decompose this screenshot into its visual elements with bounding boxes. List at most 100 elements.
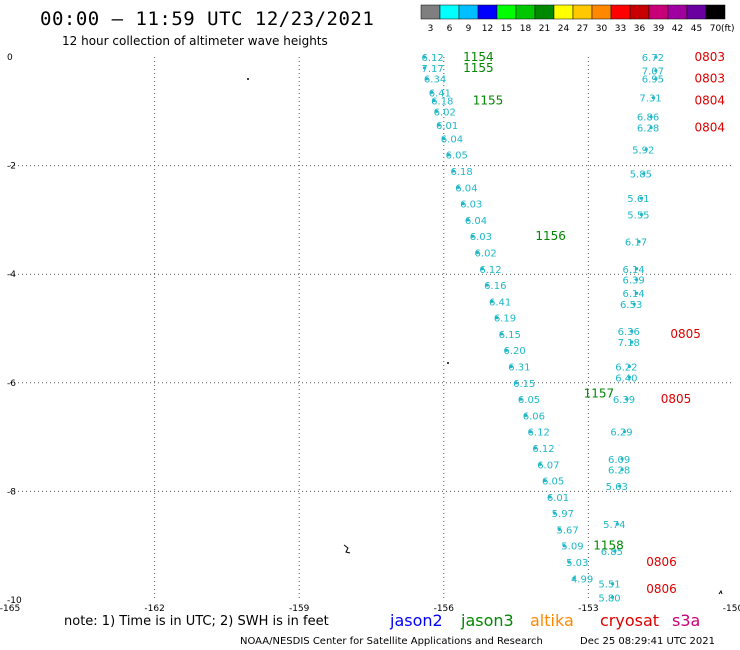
wave-height-label: 6.53 <box>620 300 642 311</box>
track-point <box>425 77 429 81</box>
pass-time-label: 0805 <box>670 327 701 341</box>
wave-height-label: 6.15 <box>499 330 521 341</box>
wave-height-label: 5.61 <box>627 194 649 205</box>
colorbar-swatch <box>572 4 593 20</box>
colorbar-label: 3 <box>428 24 434 34</box>
island-outline <box>718 589 723 595</box>
wave-height-label: 5.92 <box>632 145 654 156</box>
track-point <box>447 153 451 157</box>
wave-height-label: 6.04 <box>465 216 487 227</box>
track-point <box>422 55 427 59</box>
track-point <box>635 267 639 271</box>
pass-time-label: 1154 <box>463 50 494 64</box>
colorbar-label: 18 <box>520 24 532 34</box>
wave-height-label: 6.41 <box>489 297 511 308</box>
wave-height-label: 6.01 <box>547 493 569 504</box>
track-point <box>642 172 646 176</box>
wave-height-label: 5.67 <box>556 525 578 536</box>
colorbar-swatch <box>667 4 688 20</box>
wave-height-label: 5.63 <box>606 482 628 493</box>
track-point <box>509 364 513 369</box>
wave-height-label: 7.18 <box>618 338 640 349</box>
track-point <box>610 595 615 599</box>
track-point <box>654 77 658 81</box>
wave-height-label: 6.40 <box>615 373 637 384</box>
track-point <box>490 299 494 303</box>
colorbar-label: 15 <box>501 24 512 34</box>
wave-height-label: 6.05 <box>446 151 468 162</box>
wave-height-label: 6.39 <box>622 276 644 287</box>
colorbar-swatch <box>686 4 707 20</box>
y-tick-label: -8 <box>7 487 16 497</box>
colorbar-label: 39 <box>653 24 665 34</box>
track-point <box>627 375 631 379</box>
colorbar-swatch <box>648 4 669 20</box>
track-point <box>644 147 648 151</box>
footer-timestamp: Dec 25 08:29:41 UTC 2021 <box>580 636 715 647</box>
track-point <box>635 278 639 282</box>
track-point <box>461 202 465 206</box>
wave-height-label: 7.31 <box>639 94 661 105</box>
track-point <box>504 348 509 352</box>
wave-height-label: 6.14 <box>622 265 644 276</box>
track-point <box>557 527 562 532</box>
legend-jason2: jason2 <box>390 611 443 630</box>
track-point <box>630 340 634 344</box>
wave-height-label: 5.80 <box>598 593 620 604</box>
track-point <box>654 55 658 59</box>
track-point <box>437 123 441 127</box>
colorbar-swatch <box>477 4 498 20</box>
wave-height-label: 5.97 <box>552 509 574 520</box>
colorbar-swatch <box>553 4 574 20</box>
wave-height-label: 5.74 <box>603 520 625 531</box>
track-point <box>528 430 533 434</box>
x-tick-label: -153 <box>578 604 598 612</box>
track-point <box>533 446 537 450</box>
track-point <box>625 397 629 401</box>
track-point <box>632 302 636 306</box>
land-dot <box>247 78 249 80</box>
track-point <box>562 544 566 548</box>
wave-height-label: 6.12 <box>479 265 501 276</box>
wave-height-label: 6.04 <box>455 183 477 194</box>
track-point <box>618 484 622 488</box>
wave-height-label: 6.19 <box>494 314 516 325</box>
y-tick-label: 0 <box>7 53 13 63</box>
wave-height-label: 6.01 <box>436 121 458 132</box>
wave-height-label: 6.14 <box>622 289 644 300</box>
track-point <box>620 457 624 461</box>
track-point <box>524 413 528 417</box>
x-tick-label: -165 <box>0 604 20 612</box>
legend-cryosat: cryosat <box>600 611 660 630</box>
pass-time-label: 1157 <box>584 387 615 401</box>
island-outline <box>343 544 351 554</box>
wave-height-label: 6.29 <box>610 428 632 439</box>
pass-time-label: 0805 <box>661 392 692 406</box>
colorbar-label: 36 <box>634 24 646 34</box>
track-point <box>615 522 619 526</box>
wave-height-label: 5.85 <box>630 170 652 181</box>
track-point <box>553 511 557 515</box>
colorbar-label: 30 <box>596 24 608 34</box>
x-tick-label: -159 <box>289 604 310 612</box>
track-point <box>639 212 644 217</box>
track-point <box>610 582 615 586</box>
track-point <box>635 291 639 295</box>
wave-height-label: 6.72 <box>642 53 664 64</box>
wave-height-label: 6.04 <box>441 134 463 145</box>
wave-height-label: 6.12 <box>532 444 554 455</box>
wave-height-label: 6.02 <box>475 248 497 259</box>
wave-height-label: 6.16 <box>484 281 506 292</box>
track-point <box>639 196 644 200</box>
colorbar-swatch <box>439 4 460 20</box>
pass-time-label: 0803 <box>694 50 725 64</box>
track-point <box>451 169 456 173</box>
colorbar-swatch <box>591 4 612 20</box>
wave-height-label: 6.05 <box>542 477 564 488</box>
wave-height-label: 7.17 <box>422 64 444 75</box>
track-point <box>485 283 489 287</box>
wave-height-label: 5.51 <box>598 580 620 591</box>
track-point <box>651 96 656 100</box>
track-point <box>432 98 436 103</box>
wave-height-label: 6.20 <box>503 346 525 357</box>
